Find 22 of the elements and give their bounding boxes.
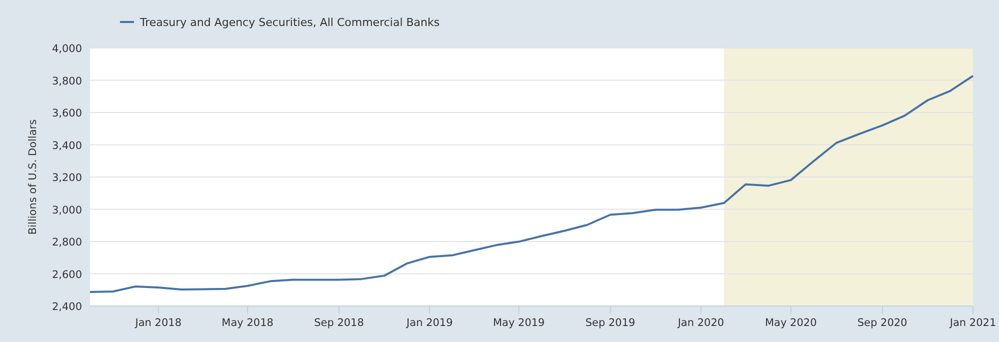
y-tick-label: 2,800 bbox=[52, 236, 82, 248]
y-tick-label: 4,000 bbox=[52, 43, 82, 55]
x-tick-label: Jan 2018 bbox=[134, 317, 182, 329]
y-tick-label: 3,800 bbox=[52, 75, 82, 88]
y-tick-label: 3,400 bbox=[52, 140, 82, 152]
x-tick-label: Sep 2020 bbox=[857, 317, 908, 329]
x-tick-label: Jan 2019 bbox=[406, 317, 453, 329]
y-tick-label: 2,400 bbox=[52, 301, 82, 313]
x-tick-label: Sep 2019 bbox=[585, 317, 636, 329]
x-tick-label: Sep 2018 bbox=[314, 317, 364, 329]
x-tick-label: May 2018 bbox=[222, 317, 274, 329]
y-axis-title: Billions of U.S. Dollars bbox=[27, 119, 39, 235]
y-tick-label: 2,600 bbox=[52, 268, 82, 281]
y-tick-label: 3,600 bbox=[52, 108, 82, 120]
x-tick-label: Jan 2021 bbox=[948, 317, 996, 329]
y-tick-label: 3,000 bbox=[52, 204, 82, 216]
y-tick-label: 3,200 bbox=[52, 172, 82, 184]
line-series bbox=[89, 74, 974, 293]
x-tick-label: May 2020 bbox=[765, 317, 817, 329]
x-tick-label: May 2019 bbox=[492, 317, 545, 329]
legend-label: Treasury and Agency Securities, All Commercial Banks bbox=[139, 16, 440, 29]
x-tick-label: Jan 2020 bbox=[676, 317, 724, 329]
